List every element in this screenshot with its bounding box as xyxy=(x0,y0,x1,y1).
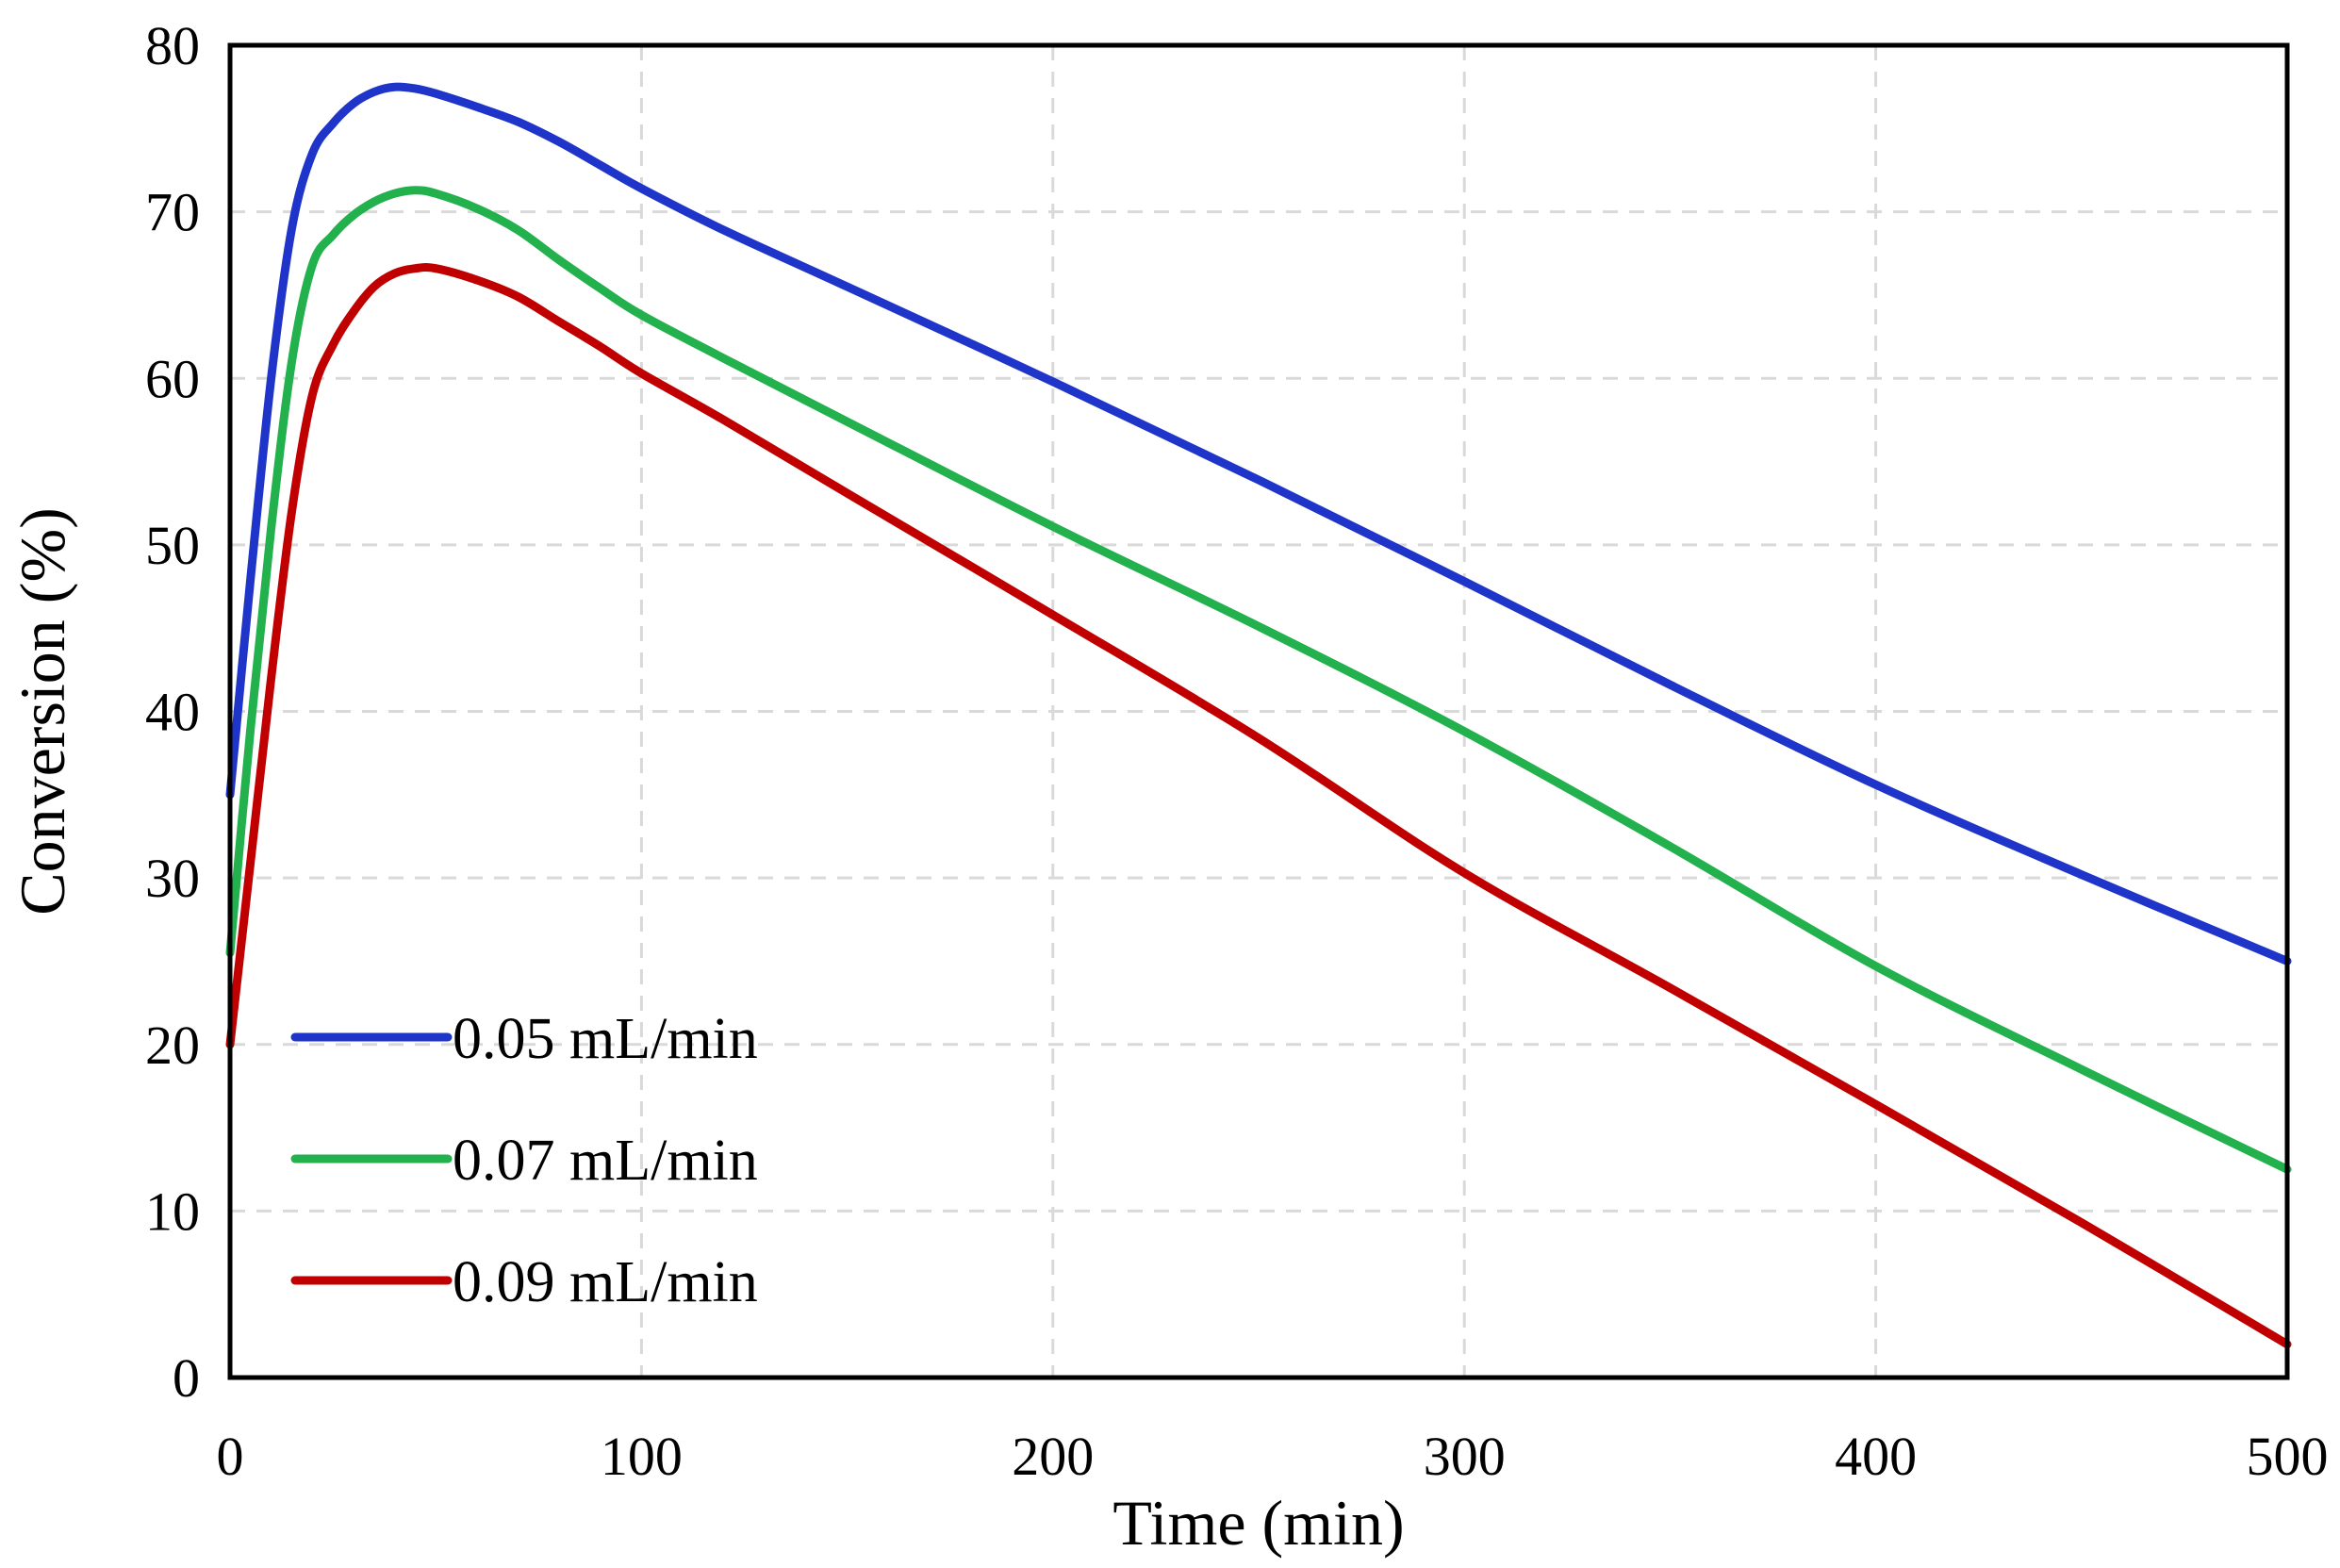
x-tick-label: 300 xyxy=(1424,1426,1506,1487)
series-line-3 xyxy=(225,263,2292,1349)
tick-labels: 0 100 200 300 400 500 0 10 20 30 40 50 60 70 80 xyxy=(145,15,2329,1487)
y-tick-label: 80 xyxy=(145,15,200,76)
legend-label: 0.09 mL/min xyxy=(453,1250,758,1314)
x-axis-title: Time (min) xyxy=(1112,1487,1404,1559)
x-tick-label: 200 xyxy=(1012,1426,1094,1487)
y-tick-label: 50 xyxy=(145,515,200,576)
legend-label: 0.05 mL/min xyxy=(453,1007,758,1071)
plot-area-frame xyxy=(227,42,2290,1380)
y-tick-label: 30 xyxy=(145,848,200,909)
y-axis-title: Conversion (%) xyxy=(7,507,78,915)
x-tick-label: 400 xyxy=(1835,1426,1917,1487)
y-tick-label: 0 xyxy=(173,1347,200,1409)
legend: 0.05 mL/min 0.07 mL/min 0.09 mL/min xyxy=(290,1007,758,1314)
series-line-2 xyxy=(225,186,2292,1174)
y-tick-label: 10 xyxy=(145,1180,200,1242)
x-tick-label: 0 xyxy=(217,1426,244,1487)
y-tick-label: 70 xyxy=(145,182,200,243)
y-tick-label: 20 xyxy=(145,1015,200,1076)
grid-lines xyxy=(230,45,2287,1378)
y-tick-label: 60 xyxy=(145,348,200,409)
y-tick-label: 40 xyxy=(145,682,200,743)
x-tick-label: 500 xyxy=(2247,1426,2329,1487)
series-line-1 xyxy=(225,82,2292,966)
series-lines xyxy=(225,82,2292,1349)
x-tick-label: 100 xyxy=(601,1426,683,1487)
legend-label: 0.07 mL/min xyxy=(453,1129,758,1193)
